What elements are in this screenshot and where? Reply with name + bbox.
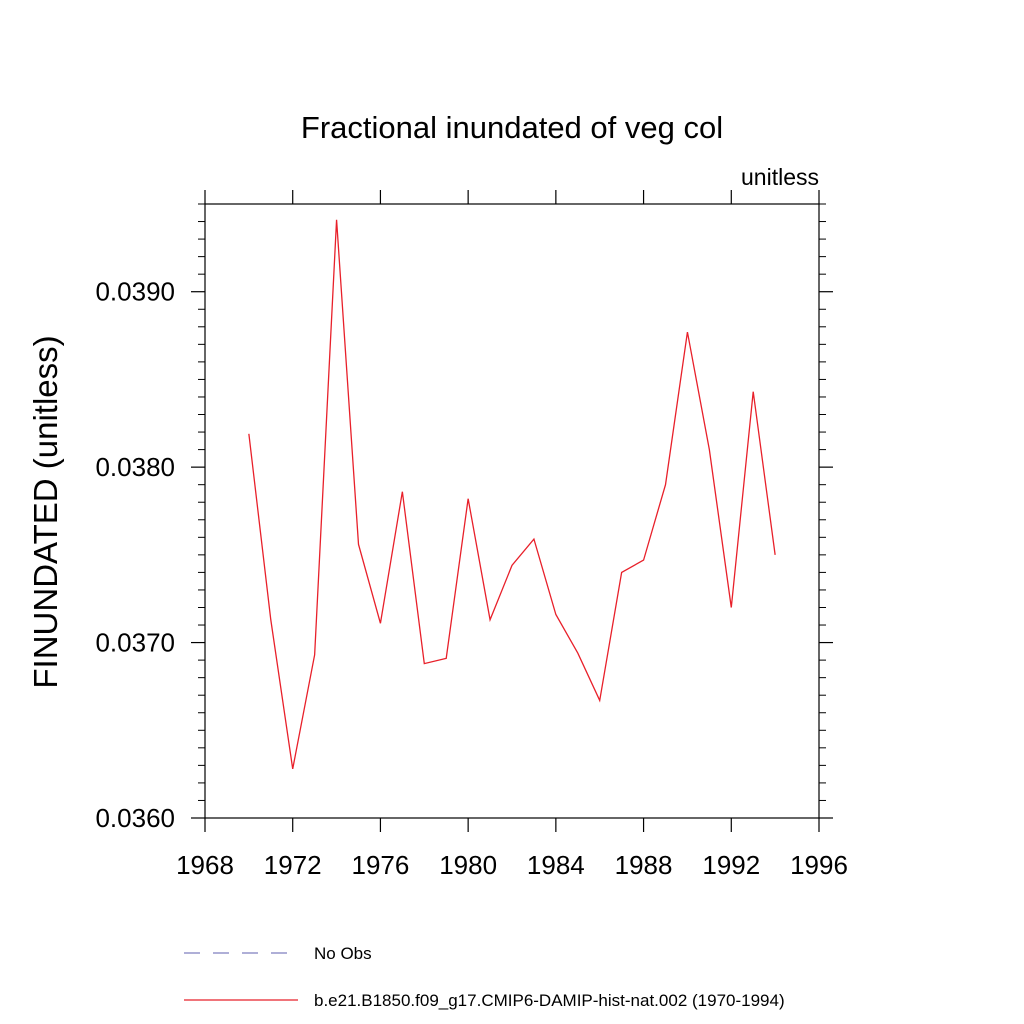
x-tick-label: 1976 <box>352 850 410 880</box>
units-label: unitless <box>741 164 819 190</box>
x-tick-label: 1996 <box>790 850 848 880</box>
legend: No Obs b.e21.B1850.f09_g17.CMIP6-DAMIP-h… <box>184 944 785 1010</box>
tick-labels: 1968 1972 1976 1980 1984 1988 1992 1996 0.0360 0.… <box>95 277 847 880</box>
axis-ticks <box>191 190 833 832</box>
series-line-1 <box>248 219 776 770</box>
plot-frame <box>204 203 820 819</box>
y-tick-label: 0.0390 <box>95 277 175 307</box>
legend-label-no-obs: No Obs <box>314 944 372 963</box>
y-tick-label: 0.0370 <box>95 628 175 658</box>
chart-title: Fractional inundated of veg col <box>301 110 723 145</box>
series-layer <box>248 219 776 770</box>
x-tick-label: 1988 <box>615 850 673 880</box>
x-tick-label: 1968 <box>176 850 234 880</box>
y-axis-label: FINUNDATED (unitless) <box>27 335 64 688</box>
x-tick-label: 1980 <box>439 850 497 880</box>
y-tick-label: 0.0360 <box>95 803 175 833</box>
x-tick-label: 1984 <box>527 850 585 880</box>
y-tick-label: 0.0380 <box>95 452 175 482</box>
x-tick-label: 1972 <box>264 850 322 880</box>
legend-label-model-run: b.e21.B1850.f09_g17.CMIP6-DAMIP-hist-nat… <box>314 991 785 1010</box>
x-tick-label: 1992 <box>702 850 760 880</box>
